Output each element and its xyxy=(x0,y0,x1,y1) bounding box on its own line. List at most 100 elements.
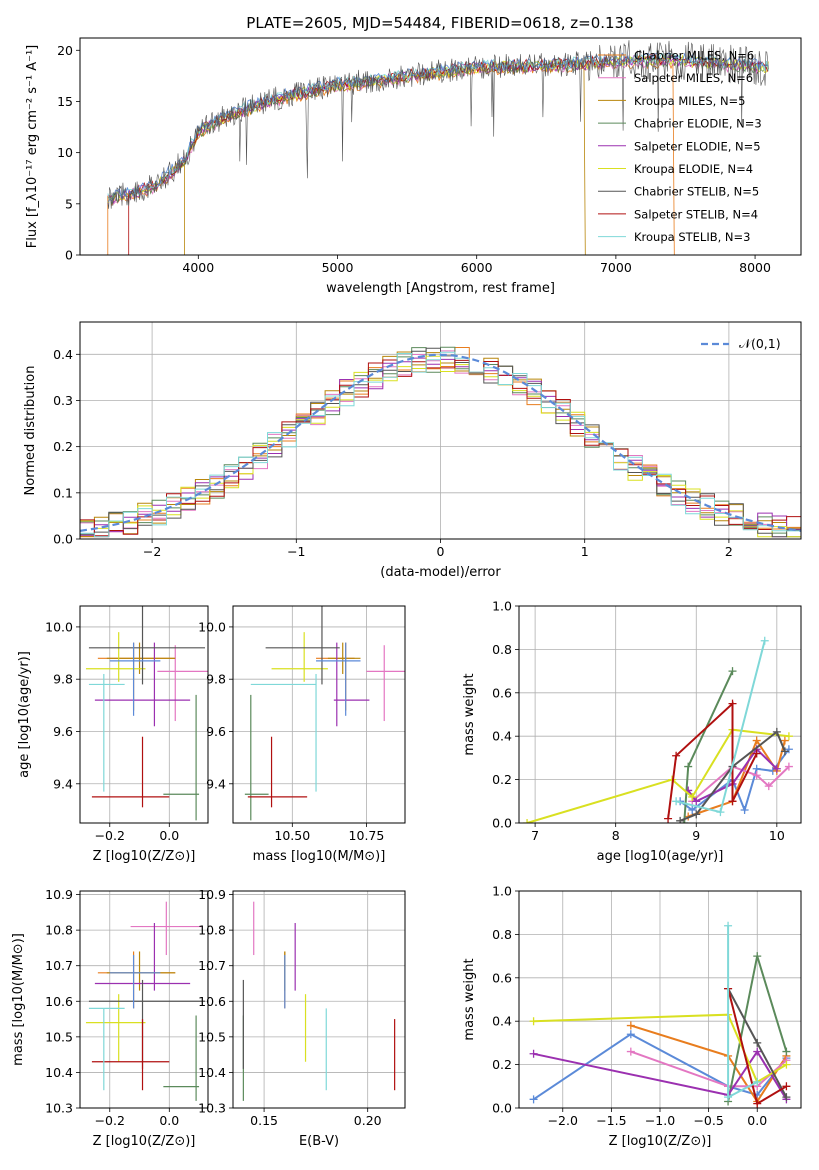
series-marker xyxy=(672,797,681,806)
mass-vs-Z-xlabel: Z [log10(Z/Z⊙)] xyxy=(93,1134,196,1149)
mass-vs-EBV-errorbars xyxy=(242,901,396,1101)
age-vs-mass-frame xyxy=(232,605,406,824)
legend-label: Salpeter STELIB, N=4 xyxy=(634,207,758,221)
series-marker xyxy=(523,819,532,823)
series-line xyxy=(630,1024,788,1104)
x-tick-label: 8 xyxy=(612,828,620,843)
normal-reference-curve xyxy=(80,353,801,532)
y-tick-label: 10.4 xyxy=(198,1065,226,1080)
series-marker xyxy=(752,749,761,758)
y-tick-label: 0.2 xyxy=(492,1057,512,1072)
y-tick-label: 10.3 xyxy=(45,1101,73,1116)
y-tick-label: 0.0 xyxy=(492,816,512,831)
y-tick-label: 10.5 xyxy=(45,1029,73,1044)
y-tick-label: 0.3 xyxy=(53,393,73,408)
y-tick-label: 0.4 xyxy=(492,729,512,744)
spectrum-series-line xyxy=(107,57,675,255)
histogram-legend: 𝒩(0,1) xyxy=(701,336,781,351)
x-tick-label: −1 xyxy=(287,544,305,559)
series-marker xyxy=(692,810,701,819)
series-line xyxy=(683,670,734,823)
age-vs-Z-frame xyxy=(79,605,209,824)
age-vs-Z-ylabel: age [log10(age/yr)] xyxy=(17,651,32,778)
y-tick-label: 15 xyxy=(57,94,73,109)
y-tick-label: 10.7 xyxy=(198,958,226,973)
x-tick-label: 10.50 xyxy=(274,828,310,843)
series-marker xyxy=(760,636,769,645)
spectrum-xlabel: wavelength [Angstrom, rest frame] xyxy=(326,281,555,296)
series-marker xyxy=(753,1047,762,1056)
mass-vs-Z-axes: −0.2 0.0 10.3 10.4 10.5 10.6 10.7 10.8 10.9 xyxy=(45,887,208,1128)
spectrum-series-line xyxy=(107,40,769,209)
mass-weight-vs-age-ylabel: mass weight xyxy=(462,673,477,755)
y-tick-label: 10.6 xyxy=(198,994,226,1009)
y-tick-label: 5 xyxy=(65,196,73,211)
age-vs-Z-xlabel: Z [log10(Z/Z⊙)] xyxy=(93,849,196,864)
y-tick-label: 10.9 xyxy=(45,887,73,902)
y-tick-label: 0 xyxy=(65,248,73,263)
y-tick-label: 1.0 xyxy=(492,884,512,899)
legend-label: 𝒩(0,1) xyxy=(739,336,781,351)
x-tick-label: −0.2 xyxy=(95,1113,125,1128)
spectrum-axes: 4000 5000 6000 7000 8000 0 5 10 15 20 xyxy=(57,43,771,275)
mass-weight-vs-Z-ylabel: mass weight xyxy=(462,958,477,1040)
spectrum-series-line xyxy=(107,52,769,202)
y-tick-label: 0.8 xyxy=(492,642,512,657)
histogram-series xyxy=(80,359,801,537)
x-tick-label: 8000 xyxy=(739,260,771,275)
mass-weight-vs-age-xlabel: age [log10(age/yr)] xyxy=(597,849,724,864)
x-tick-label: −1.0 xyxy=(645,1113,675,1128)
y-tick-label: 10.8 xyxy=(198,923,226,938)
series-marker xyxy=(740,805,749,814)
residuals-frame xyxy=(79,321,802,540)
series-marker xyxy=(626,1021,635,1030)
y-tick-label: 9.8 xyxy=(206,672,226,687)
series-marker xyxy=(784,732,793,741)
x-tick-label: 6000 xyxy=(461,260,493,275)
y-tick-label: 10.9 xyxy=(198,887,226,902)
y-tick-label: 10 xyxy=(57,145,73,160)
age-vs-mass-axes: 10.50 10.75 9.4 9.6 9.8 10.0 xyxy=(198,606,405,843)
spectrum-frame xyxy=(79,37,802,256)
x-tick-label: −0.5 xyxy=(693,1113,723,1128)
y-tick-label: 9.6 xyxy=(53,724,73,739)
y-tick-label: 0.1 xyxy=(53,485,73,500)
series-marker xyxy=(716,808,725,817)
series-marker xyxy=(782,1093,791,1102)
y-tick-label: 10.5 xyxy=(198,1029,226,1044)
series-marker xyxy=(626,1030,635,1039)
y-tick-label: 10.4 xyxy=(45,1065,73,1080)
series-marker xyxy=(684,762,693,771)
spectrum-ylabel: Flux [f_λ10⁻¹⁷ erg cm⁻² s⁻¹ A⁻¹] xyxy=(25,45,40,249)
y-tick-label: 0.6 xyxy=(492,685,512,700)
x-tick-label: −0.2 xyxy=(95,828,125,843)
series-marker xyxy=(688,792,697,801)
x-tick-label: 4000 xyxy=(182,260,214,275)
series-marker xyxy=(626,1047,635,1056)
mass-vs-EBV-axes: 0.15 0.20 10.3 10.4 10.5 10.6 10.7 10.8 10.9 xyxy=(198,887,405,1128)
y-tick-label: 9.4 xyxy=(206,776,226,791)
y-tick-label: 9.6 xyxy=(206,724,226,739)
series-marker xyxy=(728,667,737,676)
age-vs-mass-xlabel: mass [log10(M/M⊙)] xyxy=(253,849,386,864)
y-tick-label: 0.0 xyxy=(53,532,73,547)
mass-weight-vs-Z-axes: −2.0 −1.5 −1.0 −0.5 0.0 0.0 0.2 0.4 0.6 0.8 1.0 xyxy=(492,884,801,1128)
mass-weight-vs-Z-frame xyxy=(518,890,802,1109)
mass-vs-EBV-frame xyxy=(232,890,406,1109)
age-vs-mass-errorbars xyxy=(244,606,405,821)
mass-vs-Z-frame xyxy=(79,890,209,1109)
series-marker xyxy=(724,1093,733,1102)
series-marker xyxy=(752,736,761,745)
series-marker xyxy=(753,952,762,961)
spectrum-series-line xyxy=(184,59,586,255)
series-marker xyxy=(672,751,681,760)
y-tick-label: 9.4 xyxy=(53,776,73,791)
age-vs-Z-errorbars xyxy=(85,606,208,821)
y-tick-label: 10.0 xyxy=(198,619,226,634)
series-marker xyxy=(772,727,781,736)
series-marker xyxy=(529,1049,538,1058)
x-tick-label: 0.20 xyxy=(354,1113,382,1128)
y-tick-label: 1.0 xyxy=(492,599,512,614)
series-marker xyxy=(784,745,793,754)
